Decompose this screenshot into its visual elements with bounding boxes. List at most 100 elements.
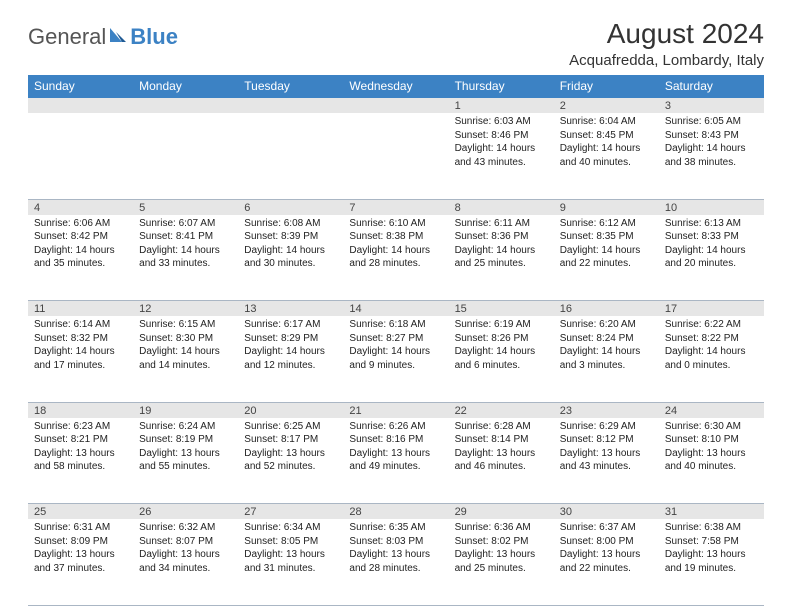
daylight-text: Daylight: 13 hours and 46 minutes. <box>455 447 548 474</box>
sunrise-text: Sunrise: 6:34 AM <box>244 521 337 535</box>
logo-text-1: General <box>28 24 106 50</box>
sunset-text: Sunset: 8:38 PM <box>349 230 442 244</box>
day-number-cell: 24 <box>659 402 764 418</box>
sunrise-text: Sunrise: 6:31 AM <box>34 521 127 535</box>
calendar-table: Sunday Monday Tuesday Wednesday Thursday… <box>28 75 764 606</box>
day-number-cell: 11 <box>28 301 133 317</box>
day-data-cell: Sunrise: 6:36 AMSunset: 8:02 PMDaylight:… <box>449 519 554 605</box>
sunset-text: Sunset: 8:42 PM <box>34 230 127 244</box>
sunset-text: Sunset: 8:09 PM <box>34 535 127 549</box>
daylight-text: Daylight: 14 hours and 35 minutes. <box>34 244 127 271</box>
sunrise-text: Sunrise: 6:18 AM <box>349 318 442 332</box>
day-number-row: 123 <box>28 98 764 114</box>
sunrise-text: Sunrise: 6:22 AM <box>665 318 758 332</box>
sunset-text: Sunset: 8:27 PM <box>349 332 442 346</box>
daylight-text: Daylight: 13 hours and 34 minutes. <box>139 548 232 575</box>
daylight-text: Daylight: 13 hours and 37 minutes. <box>34 548 127 575</box>
day-number-cell: 10 <box>659 199 764 215</box>
sunset-text: Sunset: 8:07 PM <box>139 535 232 549</box>
sunrise-text: Sunrise: 6:11 AM <box>455 217 548 231</box>
day-number-cell: 17 <box>659 301 764 317</box>
day-data-cell: Sunrise: 6:04 AMSunset: 8:45 PMDaylight:… <box>554 113 659 199</box>
day-data-cell: Sunrise: 6:14 AMSunset: 8:32 PMDaylight:… <box>28 316 133 402</box>
day-data-cell <box>28 113 133 199</box>
logo: General Blue <box>28 24 178 50</box>
day-data-cell: Sunrise: 6:22 AMSunset: 8:22 PMDaylight:… <box>659 316 764 402</box>
day-number-cell: 16 <box>554 301 659 317</box>
day-data-cell: Sunrise: 6:38 AMSunset: 7:58 PMDaylight:… <box>659 519 764 605</box>
sunset-text: Sunset: 8:39 PM <box>244 230 337 244</box>
sunset-text: Sunset: 8:43 PM <box>665 129 758 143</box>
day-data-row: Sunrise: 6:14 AMSunset: 8:32 PMDaylight:… <box>28 316 764 402</box>
day-number-cell: 19 <box>133 402 238 418</box>
sunset-text: Sunset: 8:41 PM <box>139 230 232 244</box>
day-data-cell: Sunrise: 6:03 AMSunset: 8:46 PMDaylight:… <box>449 113 554 199</box>
weekday-header: Thursday <box>449 75 554 98</box>
sunrise-text: Sunrise: 6:14 AM <box>34 318 127 332</box>
sunset-text: Sunset: 8:29 PM <box>244 332 337 346</box>
day-data-cell: Sunrise: 6:24 AMSunset: 8:19 PMDaylight:… <box>133 418 238 504</box>
month-title: August 2024 <box>569 18 764 50</box>
daylight-text: Daylight: 14 hours and 40 minutes. <box>560 142 653 169</box>
daylight-text: Daylight: 14 hours and 12 minutes. <box>244 345 337 372</box>
sunset-text: Sunset: 8:33 PM <box>665 230 758 244</box>
day-data-cell: Sunrise: 6:06 AMSunset: 8:42 PMDaylight:… <box>28 215 133 301</box>
weekday-header: Sunday <box>28 75 133 98</box>
day-data-row: Sunrise: 6:03 AMSunset: 8:46 PMDaylight:… <box>28 113 764 199</box>
sunset-text: Sunset: 8:45 PM <box>560 129 653 143</box>
day-number-cell <box>133 98 238 114</box>
day-data-cell: Sunrise: 6:35 AMSunset: 8:03 PMDaylight:… <box>343 519 448 605</box>
sunrise-text: Sunrise: 6:23 AM <box>34 420 127 434</box>
header: General Blue August 2024 Acquafredda, Lo… <box>28 18 764 69</box>
day-number-cell: 5 <box>133 199 238 215</box>
sunrise-text: Sunrise: 6:28 AM <box>455 420 548 434</box>
day-number-cell: 20 <box>238 402 343 418</box>
daylight-text: Daylight: 13 hours and 40 minutes. <box>665 447 758 474</box>
day-data-cell: Sunrise: 6:20 AMSunset: 8:24 PMDaylight:… <box>554 316 659 402</box>
day-data-cell: Sunrise: 6:08 AMSunset: 8:39 PMDaylight:… <box>238 215 343 301</box>
daylight-text: Daylight: 14 hours and 33 minutes. <box>139 244 232 271</box>
day-data-cell: Sunrise: 6:10 AMSunset: 8:38 PMDaylight:… <box>343 215 448 301</box>
sunset-text: Sunset: 8:35 PM <box>560 230 653 244</box>
daylight-text: Daylight: 13 hours and 43 minutes. <box>560 447 653 474</box>
daylight-text: Daylight: 13 hours and 49 minutes. <box>349 447 442 474</box>
day-data-cell <box>343 113 448 199</box>
day-data-cell: Sunrise: 6:30 AMSunset: 8:10 PMDaylight:… <box>659 418 764 504</box>
day-number-cell: 2 <box>554 98 659 114</box>
sunrise-text: Sunrise: 6:29 AM <box>560 420 653 434</box>
daylight-text: Daylight: 13 hours and 52 minutes. <box>244 447 337 474</box>
sunset-text: Sunset: 8:19 PM <box>139 433 232 447</box>
day-data-cell: Sunrise: 6:23 AMSunset: 8:21 PMDaylight:… <box>28 418 133 504</box>
sunset-text: Sunset: 8:05 PM <box>244 535 337 549</box>
sunrise-text: Sunrise: 6:35 AM <box>349 521 442 535</box>
day-number-cell: 28 <box>343 504 448 520</box>
day-data-cell: Sunrise: 6:25 AMSunset: 8:17 PMDaylight:… <box>238 418 343 504</box>
day-data-cell: Sunrise: 6:12 AMSunset: 8:35 PMDaylight:… <box>554 215 659 301</box>
daylight-text: Daylight: 14 hours and 30 minutes. <box>244 244 337 271</box>
sunset-text: Sunset: 7:58 PM <box>665 535 758 549</box>
sunrise-text: Sunrise: 6:08 AM <box>244 217 337 231</box>
day-data-cell: Sunrise: 6:11 AMSunset: 8:36 PMDaylight:… <box>449 215 554 301</box>
day-number-cell: 18 <box>28 402 133 418</box>
day-number-cell <box>28 98 133 114</box>
day-number-row: 25262728293031 <box>28 504 764 520</box>
sunrise-text: Sunrise: 6:32 AM <box>139 521 232 535</box>
day-data-cell: Sunrise: 6:18 AMSunset: 8:27 PMDaylight:… <box>343 316 448 402</box>
sunset-text: Sunset: 8:17 PM <box>244 433 337 447</box>
day-number-cell: 15 <box>449 301 554 317</box>
day-number-cell <box>343 98 448 114</box>
sail-icon <box>108 24 128 50</box>
sunrise-text: Sunrise: 6:13 AM <box>665 217 758 231</box>
logo-text-2: Blue <box>130 24 178 50</box>
sunrise-text: Sunrise: 6:24 AM <box>139 420 232 434</box>
sunrise-text: Sunrise: 6:04 AM <box>560 115 653 129</box>
sunrise-text: Sunrise: 6:26 AM <box>349 420 442 434</box>
day-number-cell: 23 <box>554 402 659 418</box>
daylight-text: Daylight: 14 hours and 28 minutes. <box>349 244 442 271</box>
daylight-text: Daylight: 14 hours and 6 minutes. <box>455 345 548 372</box>
daylight-text: Daylight: 14 hours and 14 minutes. <box>139 345 232 372</box>
weekday-header: Wednesday <box>343 75 448 98</box>
sunrise-text: Sunrise: 6:10 AM <box>349 217 442 231</box>
weekday-header: Saturday <box>659 75 764 98</box>
day-data-row: Sunrise: 6:31 AMSunset: 8:09 PMDaylight:… <box>28 519 764 605</box>
